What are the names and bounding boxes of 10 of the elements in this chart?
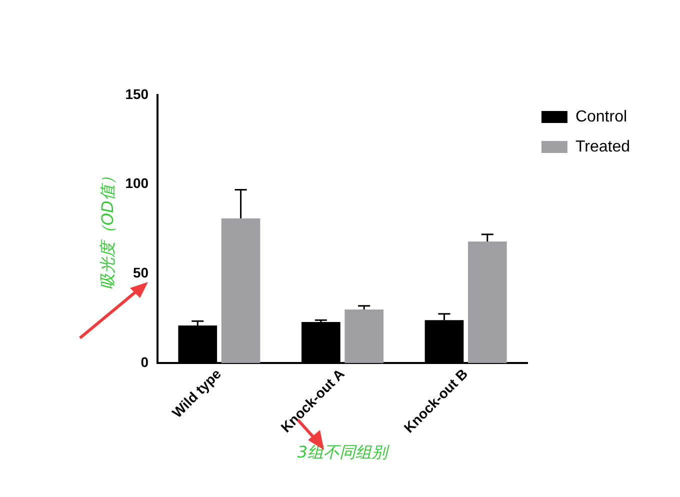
- bar: [221, 218, 260, 364]
- y-tick-label: 150: [125, 86, 149, 102]
- y-axis-title: 吸光度（OD值）: [98, 168, 117, 290]
- legend-label: Treated: [575, 138, 630, 156]
- legend-label: Control: [575, 108, 628, 126]
- y-tick-label: 50: [132, 264, 149, 281]
- y-tick-label: 100: [125, 175, 149, 192]
- bar: [468, 242, 507, 364]
- bar: [344, 309, 384, 364]
- y-tick-label: 0: [140, 354, 149, 370]
